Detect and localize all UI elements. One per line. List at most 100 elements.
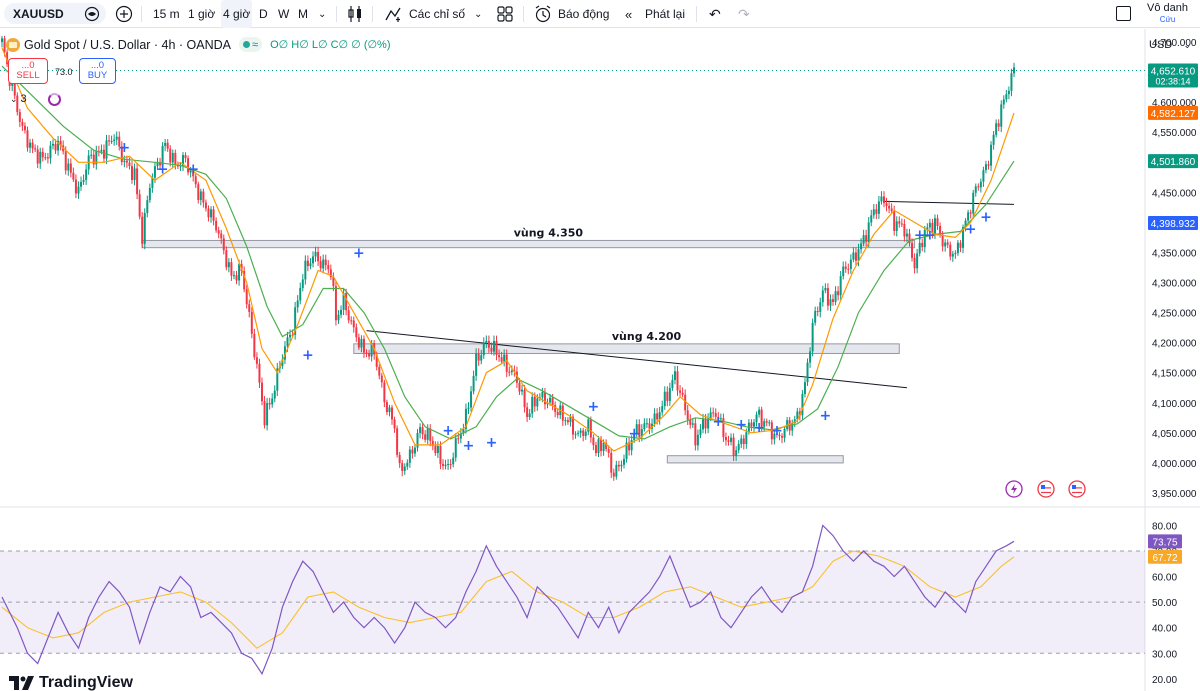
currency-select[interactable]: USD ⌄ [1146, 35, 1194, 55]
indicators-collapse-toggle[interactable]: ⌄ 3 [10, 93, 27, 105]
plus-icon[interactable] [115, 5, 133, 23]
candle-body [464, 408, 467, 430]
chevron-down-icon[interactable]: ⌄ [474, 8, 483, 20]
candle-body [436, 446, 439, 454]
candle-body [16, 95, 19, 113]
price-tick-label: 3,950.000 [1152, 489, 1197, 500]
tradingview-logo[interactable]: TradingView [9, 674, 133, 691]
candle-body [765, 421, 768, 423]
candle-body [462, 429, 465, 434]
candle-body [582, 430, 585, 436]
interval-month[interactable]: M [298, 7, 308, 21]
candle-body [36, 149, 39, 164]
interval-4h[interactable]: 4 giờ [221, 0, 253, 28]
candle-body [444, 464, 447, 466]
candle-body [447, 464, 450, 466]
eye-icon[interactable] [84, 6, 100, 22]
candle-body [59, 140, 62, 146]
candle-body [57, 140, 60, 151]
candle-body [867, 222, 870, 242]
alert-button[interactable]: Báo động [558, 7, 610, 21]
candle-body [908, 233, 911, 243]
buy-button[interactable]: ...0 BUY [79, 58, 116, 84]
interval-day[interactable]: D [259, 7, 268, 21]
candle-body [13, 83, 16, 96]
candle-body [128, 162, 131, 167]
candle-body [781, 436, 784, 438]
interval-15m[interactable]: 15 m [153, 7, 180, 21]
candle-body [916, 253, 919, 269]
candle-body [475, 353, 478, 376]
alarm-icon[interactable] [534, 4, 552, 24]
candle-body [235, 275, 238, 281]
candle-body [903, 223, 906, 237]
candle-body [230, 262, 233, 276]
candle-body [166, 142, 169, 149]
candle-body [1005, 94, 1008, 100]
candle-body [424, 434, 427, 440]
candle-body [41, 151, 44, 158]
candle-body [67, 163, 70, 171]
candle-body [783, 428, 786, 438]
candle-body [605, 442, 608, 450]
undo-icon[interactable]: ↶ [709, 5, 721, 22]
price-tick-label: 4,300.000 [1152, 279, 1197, 290]
candle-body [215, 220, 218, 231]
candle-body [854, 252, 857, 261]
candle-body [579, 430, 582, 433]
chart-background [0, 29, 1200, 691]
buy-signal-marker: + [302, 348, 314, 364]
layout-icon[interactable] [497, 5, 513, 23]
replay-button[interactable]: Phát lại [645, 7, 686, 21]
user-menu[interactable]: Vô danh Cứu [1147, 3, 1188, 25]
buy-signal-marker: + [980, 209, 992, 225]
candle-body [105, 140, 108, 159]
candle-body [847, 268, 850, 270]
candle-body [181, 155, 184, 166]
candle-body [220, 233, 223, 239]
replay-icon[interactable]: « [625, 6, 633, 22]
buy-signal-marker: + [753, 420, 765, 436]
candle-body [355, 327, 358, 338]
rsi-tick-label: 80.00 [1152, 521, 1177, 532]
refresh-icon[interactable] [48, 93, 61, 106]
candle-body [870, 215, 873, 223]
market-status-badge[interactable]: ≈ [239, 37, 263, 52]
interval-1h[interactable]: 1 giờ [188, 7, 216, 21]
candle-body [431, 440, 434, 446]
candle-body [500, 357, 503, 362]
candle-body [51, 143, 54, 146]
indicators-icon[interactable] [384, 5, 404, 23]
candle-body [429, 428, 432, 441]
chevron-down-icon[interactable]: ⌄ [318, 8, 327, 20]
rsi-tick-label: 40.00 [1152, 624, 1177, 635]
user-checkbox[interactable] [1116, 6, 1131, 21]
indicators-button[interactable]: Các chỉ số [409, 7, 466, 21]
candle-body [153, 166, 156, 178]
candle-body [714, 413, 717, 417]
chart-title[interactable]: Gold Spot / U.S. Dollar · 4h · OANDA [24, 37, 232, 52]
candle-body [125, 160, 128, 163]
candle-body [54, 143, 57, 151]
price-tick-label: 4,050.000 [1152, 429, 1197, 440]
candle-body [860, 243, 863, 250]
candle-body [643, 423, 646, 430]
candle-body [521, 389, 524, 392]
candle-body [419, 427, 422, 433]
candle-body [6, 52, 9, 65]
candle-icon[interactable] [347, 5, 363, 23]
sell-button[interactable]: ...0 SELL [8, 58, 48, 84]
buy-signal-marker: + [712, 414, 724, 430]
candle-body [421, 427, 424, 435]
candle-body [928, 222, 931, 228]
rsi-value-badge [1148, 534, 1182, 549]
candle-body [880, 196, 883, 202]
candle-body [702, 419, 705, 430]
candle-body [340, 309, 343, 315]
buy-signal-marker: + [819, 408, 831, 424]
candle-body [809, 351, 812, 363]
buy-signal-marker: + [628, 426, 640, 442]
symbol-search[interactable]: XAUUSD [4, 3, 106, 24]
interval-week[interactable]: W [278, 7, 290, 21]
